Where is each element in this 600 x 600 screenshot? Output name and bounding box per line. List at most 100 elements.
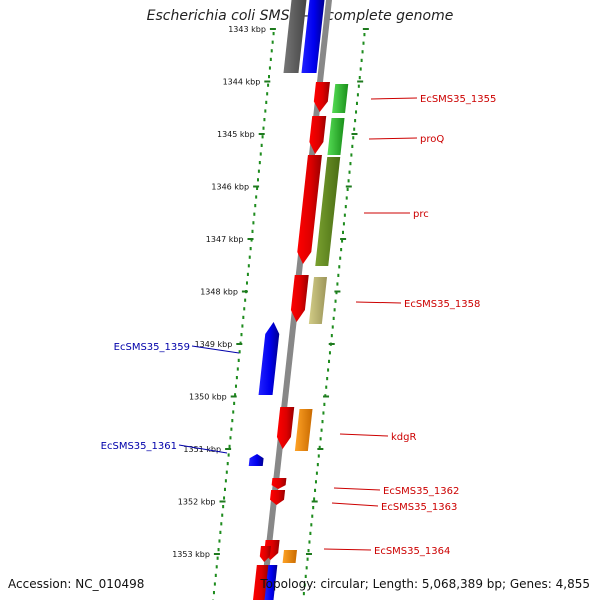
kbp-tick	[213, 553, 220, 555]
outer-track-dot	[346, 187, 349, 191]
kbp-tick-label: 1351 kbp	[183, 445, 221, 454]
inner-track-dot	[256, 178, 259, 182]
forward-gene-proQ	[309, 116, 327, 154]
outer-track-dot	[331, 325, 334, 329]
forward-gene-EcSMS35_1358	[290, 275, 309, 322]
kbp-tick-label: 1344 kbp	[223, 78, 261, 87]
gene-label-EcSMS35_1355: EcSMS35_1355	[420, 94, 496, 105]
inner-track-dot	[259, 152, 262, 156]
inner-track-dot	[265, 100, 268, 104]
inner-track-dot	[240, 333, 243, 337]
inner-track-dot	[272, 32, 275, 36]
gene-label-EcSMS35_1361: EcSMS35_1361	[101, 441, 177, 452]
inner-track-dot	[269, 57, 272, 61]
outer-track-dot	[361, 50, 364, 54]
forward-gene-EcSMS35_1362	[271, 478, 287, 489]
outer-tick	[328, 343, 335, 345]
inner-track-dot	[213, 582, 216, 586]
outer-track-dot	[315, 471, 318, 475]
kbp-tick	[219, 500, 226, 503]
kbp-tick-label: 1353 kbp	[172, 550, 210, 559]
outer-track-dot	[333, 308, 336, 312]
outer-track-dot	[354, 119, 357, 123]
gene-function-prc	[315, 157, 341, 266]
inner-track-dot	[221, 513, 224, 517]
inner-track-dot	[270, 49, 273, 53]
kbp-tick	[236, 343, 243, 345]
inner-track-dot	[258, 161, 261, 165]
inner-track-dot	[223, 487, 226, 491]
outer-track-dot	[307, 549, 310, 553]
gene-leader-line	[178, 444, 228, 454]
inner-track-dot	[212, 591, 215, 595]
outer-tick	[357, 80, 364, 83]
outer-track-dot	[345, 196, 348, 200]
outer-track-dot	[335, 291, 338, 295]
inner-track-dot	[231, 419, 234, 423]
inner-track-dot	[261, 135, 264, 139]
outer-tick	[317, 448, 324, 450]
inner-track-dot	[241, 324, 244, 328]
inner-track-dot	[222, 505, 225, 509]
gene-function-EcSMS35_1364	[282, 550, 297, 563]
outer-track-dot	[302, 592, 305, 596]
gene-function-EcSMS35_1358	[308, 277, 328, 324]
outer-track-dot	[347, 179, 350, 183]
outer-track-dot	[310, 523, 313, 527]
inner-track-dot	[246, 272, 249, 276]
outer-track-dot	[348, 170, 351, 174]
inner-track-dot	[234, 384, 237, 388]
kbp-tick-label: 1350 kbp	[189, 393, 227, 402]
inner-track-dot	[251, 229, 254, 233]
inner-track-dot	[238, 350, 241, 354]
kbp-tick-label: 1345 kbp	[217, 130, 255, 139]
inner-track-dot	[214, 573, 217, 577]
kbp-tick	[258, 133, 265, 135]
inner-track-dot	[257, 169, 260, 173]
gene-leader-line	[191, 345, 240, 354]
outer-tick	[305, 553, 312, 555]
outer-track-dot	[341, 239, 344, 243]
inner-track-dot	[228, 444, 231, 448]
reverse-gene-partial	[264, 565, 278, 600]
outer-track-dot	[303, 583, 306, 587]
genome-info-text: Topology: circular; Length: 5,068,389 bp…	[260, 577, 590, 591]
inner-track-dot	[227, 453, 230, 457]
outer-track-dot	[334, 299, 337, 303]
inner-track-dot	[217, 548, 220, 552]
outer-track-dot	[319, 437, 322, 441]
feature-blue-bar	[301, 0, 325, 73]
inner-track-dot	[268, 66, 271, 70]
outer-track-dot	[313, 497, 316, 501]
kbp-tick-label: 1347 kbp	[206, 235, 244, 244]
inner-track-dot	[260, 143, 263, 147]
gene-leader-line	[331, 502, 379, 507]
inner-track-dot	[262, 126, 265, 130]
accession-text: Accession: NC_010498	[8, 577, 145, 591]
kbp-tick	[247, 238, 254, 240]
outer-tick	[345, 185, 352, 188]
reverse-gene-EcSMS35_1359	[258, 322, 280, 395]
kbp-tick-label: 1348 kbp	[200, 288, 238, 297]
outer-track-dot	[340, 248, 343, 252]
outer-track-dot	[316, 463, 319, 467]
inner-track-dot	[242, 315, 245, 319]
outer-track-dot	[339, 256, 342, 260]
reverse-gene-EcSMS35_1361	[248, 454, 264, 466]
gene-leader-line	[370, 97, 418, 100]
outer-track-dot	[317, 454, 320, 458]
inner-track-dot	[223, 496, 226, 500]
inner-track-dot	[233, 401, 236, 405]
inner-track-dot	[234, 393, 237, 397]
gene-label-kdgR: kdgR	[391, 432, 416, 443]
inner-track-dot	[224, 479, 227, 483]
forward-gene-small	[259, 546, 271, 562]
gene-label-EcSMS35_1362: EcSMS35_1362	[383, 486, 459, 497]
inner-track-dot	[243, 307, 246, 311]
forward-gene-partial	[253, 565, 269, 600]
inner-track-dot	[225, 470, 228, 474]
kbp-tick	[264, 80, 271, 83]
gene-function-proQ	[327, 118, 345, 155]
inner-track-dot	[229, 436, 232, 440]
